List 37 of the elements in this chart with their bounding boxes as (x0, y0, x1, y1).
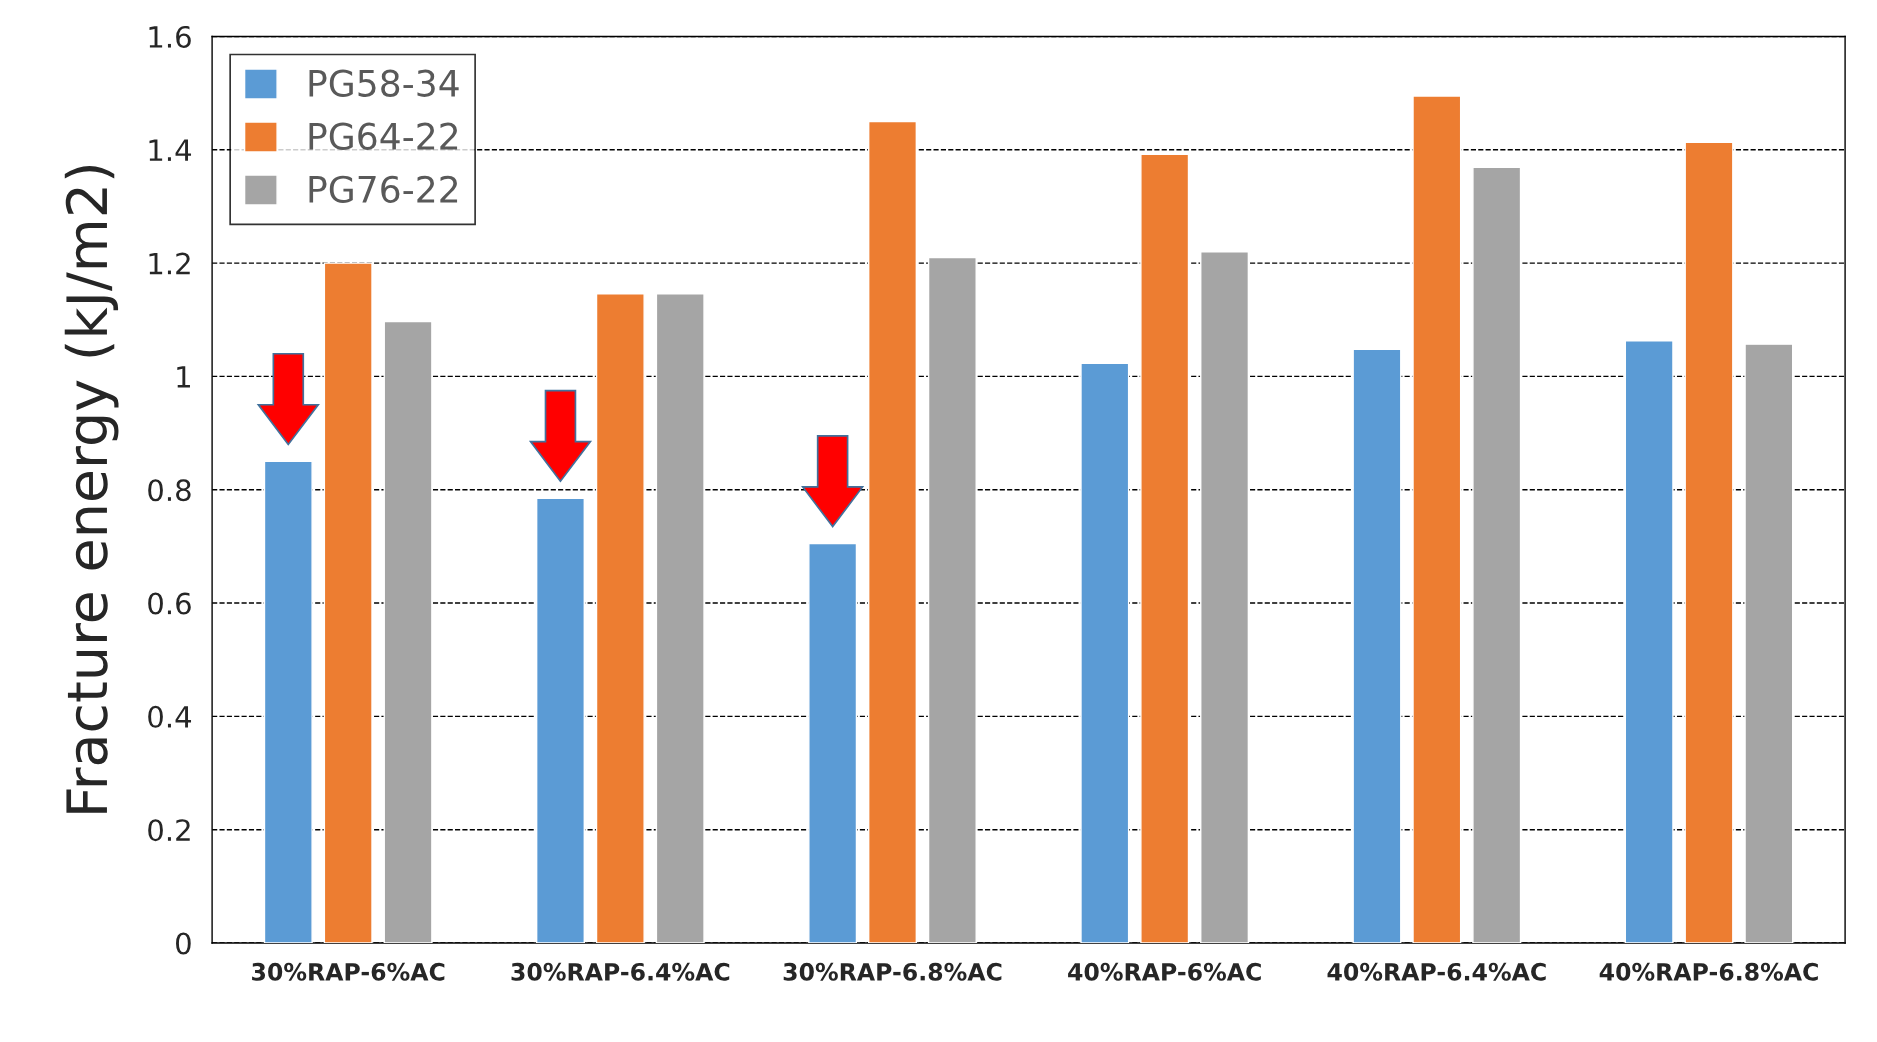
bar (1624, 340, 1674, 944)
y-tick-label: 0.2 (148, 819, 190, 842)
x-tick-label: 40%RAP-6.8%AC (1599, 962, 1818, 981)
bar (868, 120, 918, 944)
x-tick-label: 40%RAP-6.4%AC (1327, 962, 1546, 981)
y-tick-label: 1 (177, 366, 190, 388)
y-axis-title: Fracture energy (kJ/m2) (64, 165, 119, 813)
bar (1200, 251, 1250, 944)
bar (927, 256, 977, 944)
legend-label: PG64-22 (309, 122, 458, 150)
y-tick-label: 1.6 (149, 25, 191, 48)
y-tick-label: 1.4 (149, 139, 192, 161)
bar (1080, 362, 1130, 944)
y-tick-label: 1.2 (149, 252, 190, 275)
y-tick-label: 0.6 (148, 592, 191, 615)
y-tick-label: 0 (176, 932, 191, 955)
x-tick-label: 30%RAP-6%AC (252, 962, 445, 981)
bar (808, 542, 858, 944)
bar (1684, 141, 1734, 944)
bar (595, 293, 645, 944)
bar (1744, 343, 1794, 944)
bar (1472, 166, 1522, 944)
x-tick-label: 30%RAP-6.4%AC (511, 962, 730, 981)
bar (1140, 153, 1190, 944)
bar (535, 497, 585, 944)
x-tick-label: 40%RAP-6%AC (1068, 962, 1261, 981)
bar (1412, 95, 1462, 944)
bar (655, 293, 705, 944)
bar (383, 320, 433, 944)
bar (323, 262, 373, 944)
bar (263, 460, 313, 944)
y-tick-label: 0.4 (148, 705, 192, 728)
bar (1352, 348, 1402, 944)
legend-label: PG76-22 (309, 175, 458, 203)
x-tick-label: 30%RAP-6.8%AC (783, 962, 1002, 981)
y-tick-label: 0.8 (148, 479, 191, 502)
legend-label: PG58-34 (309, 69, 459, 97)
